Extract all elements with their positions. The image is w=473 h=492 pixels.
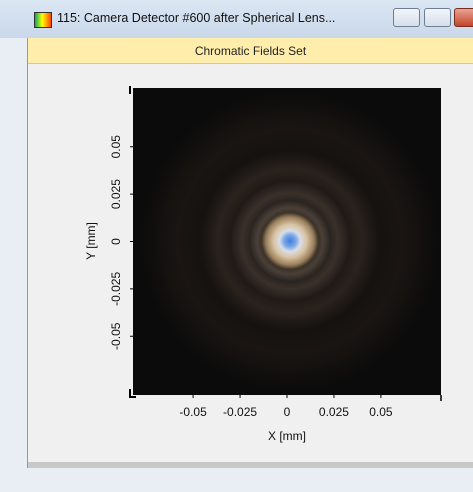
y-axis-label: Y [mm] xyxy=(84,222,98,260)
plot: X [mm] Y [mm] -0.05 -0.025 0 0.025 0.05 -0.05… xyxy=(0,0,473,492)
x-tick-label: 0.025 xyxy=(319,405,349,419)
x-tick-label: -0.05 xyxy=(179,405,207,419)
y-tick-label: 0.05 xyxy=(109,135,123,159)
x-axis-label: X [mm] xyxy=(268,429,306,443)
x-tick-label: 0.05 xyxy=(369,405,393,419)
image-field xyxy=(133,88,441,395)
y-tick-label: 0.025 xyxy=(109,179,123,209)
x-tick-label: 0 xyxy=(284,405,291,419)
y-tick-label: 0 xyxy=(109,238,123,245)
x-tick-label: -0.025 xyxy=(223,405,257,419)
y-tick-label: -0.025 xyxy=(109,272,123,306)
y-tick-label: -0.05 xyxy=(109,322,123,350)
window: 115: Camera Detector #600 after Spherica… xyxy=(0,0,473,492)
